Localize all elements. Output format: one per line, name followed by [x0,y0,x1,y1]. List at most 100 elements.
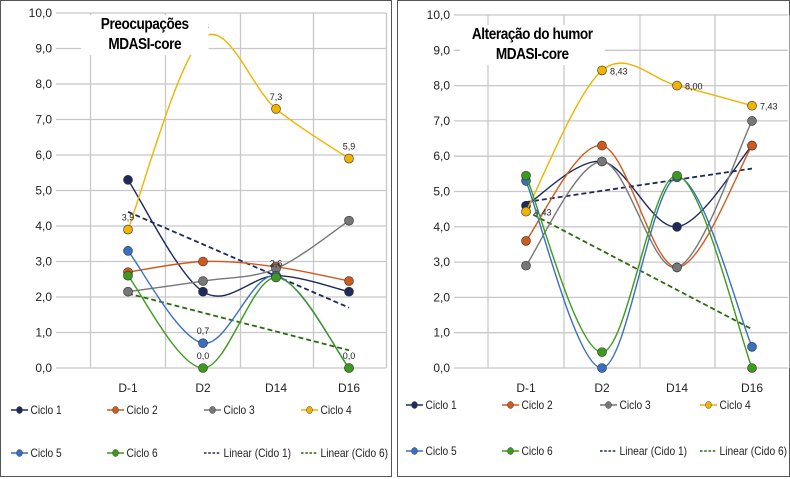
y-tick-label: 1,0 [35,326,52,340]
data-point [521,170,531,181]
data-point [521,260,531,271]
title-line: MDASI-core [108,36,182,53]
swatch-marker [507,447,514,455]
chart-title: Preocupações MDASI-core [81,15,209,55]
legend-label: Linear (Cido 1) [619,444,688,458]
series-line [127,250,350,369]
legend-item: Ciclo 4 [700,398,751,412]
chart-alteracao-humor: 0,0 1,0 2,0 3,0 4,0 5,0 6,0 7,0 8,0 9,0 10,0 D-1 D2 D… [397,0,790,477]
title-line: MDASI-core [495,46,569,63]
line-marker-swatch-icon [204,406,221,414]
legend-label: Linear (Cido 6) [320,446,389,460]
y-tick-label: 10,0 [29,6,53,20]
legend-label: Linear (Cido 6) [719,444,788,458]
data-point [672,170,682,181]
line-marker-swatch-icon [301,406,318,414]
series-line [127,33,350,230]
y-tick-label: 8,0 [433,79,450,93]
y-tick-label: 5,0 [433,185,450,199]
x-tick-label: D-1 [516,381,536,395]
legend-item: Ciclo 1 [11,403,62,417]
legend-item: Linear (Cido 1) [600,444,687,458]
data-label: 0,7 [197,326,210,336]
data-point [747,100,757,111]
data-point [344,286,354,297]
data-label: 8,43 [610,66,628,76]
data-point [123,286,133,297]
series-line [127,179,350,297]
data-point [198,363,208,373]
data-point [521,206,531,217]
data-point [198,338,208,348]
legend-label: Linear (Cido 1) [223,446,292,460]
data-point [521,236,531,246]
trendline [525,167,753,203]
swatch-marker [411,401,418,409]
y-tick-label: 2,0 [35,290,52,304]
y-tick-label: 10,0 [427,8,451,22]
data-point [672,262,682,273]
data-point [198,256,208,267]
legend-label: Ciclo 2 [521,398,553,412]
series-line [525,144,753,269]
swatch-marker [16,449,23,457]
y-tick-label: 6,0 [35,148,52,162]
series-line [127,275,350,369]
legend-label: Ciclo 3 [223,403,255,417]
data-point [344,153,354,164]
series-line [127,220,350,293]
legend-item: Ciclo 6 [502,444,553,458]
legend-label: Ciclo 6 [126,446,158,460]
series-line [525,176,753,369]
y-tick-label: 3,0 [35,255,52,269]
swatch-marker [411,447,418,455]
data-point [597,347,607,357]
dashed-line-swatch-icon [700,450,717,452]
x-tick-label: D2 [195,381,211,395]
data-label: 4,43 [534,208,552,218]
legend-item: Ciclo 1 [406,398,457,412]
series-line [525,174,753,369]
legend-item: Ciclo 6 [107,446,158,460]
line-marker-swatch-icon [406,447,423,455]
y-tick-label: 0,0 [433,361,450,375]
data-point [271,104,281,114]
y-tick-label: 8,0 [35,77,52,91]
legend-label: Ciclo 1 [425,398,457,412]
line-marker-swatch-icon [11,406,28,414]
x-tick-label: D2 [594,381,610,395]
y-tick-label: 2,0 [433,290,450,304]
legend-label: Ciclo 2 [126,403,158,417]
legend-item: Linear (Cido 6) [700,444,787,458]
y-tick-label: 7,0 [35,113,52,127]
chart-svg: 0,0 1,0 2,0 3,0 4,0 5,0 6,0 7,0 8,0 9,0 10,0 D-1 D2 D… [29,6,388,395]
data-point [597,140,607,151]
line-marker-swatch-icon [700,401,717,409]
data-point [597,65,607,76]
data-point [271,272,281,283]
data-point [198,276,208,286]
data-point [597,156,607,167]
y-tick-label: 0,0 [35,361,52,375]
dashed-line-swatch-icon [301,452,318,454]
dashed-line-swatch-icon [600,450,617,452]
y-tick-label: 4,0 [433,220,450,234]
trendline [127,292,350,352]
y-tick-label: 9,0 [35,42,52,56]
data-point [123,270,133,281]
line-marker-swatch-icon [600,401,617,409]
title-line: Alteração do humor [471,26,593,43]
line-marker-swatch-icon [11,449,28,457]
chart-preocupacoes: 0,0 1,0 2,0 3,0 4,0 5,0 6,0 7,0 8,0 9,0 10,0 D-1 D2 D… [0,0,392,477]
swatch-marker [209,406,216,414]
legend-item: Linear (Cido 6) [301,446,388,460]
swatch-marker [112,406,119,414]
legend-label: Ciclo 4 [719,398,751,412]
legend-item: Ciclo 3 [600,398,651,412]
y-tick-label: 5,0 [35,184,52,198]
line-marker-swatch-icon [502,401,519,409]
data-point [198,286,208,297]
data-point [123,224,133,235]
dashed-line-swatch-icon [204,452,221,454]
data-point [344,215,354,226]
